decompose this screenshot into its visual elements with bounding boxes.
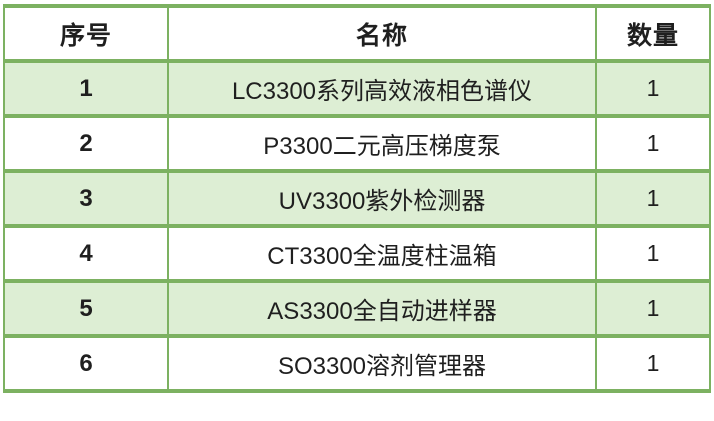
table-row: 6 SO3300溶剂管理器 1	[3, 334, 711, 393]
row-index: 6	[3, 334, 169, 393]
row-quantity: 1	[595, 279, 711, 338]
row-quantity: 1	[595, 169, 711, 228]
equipment-table: 序号 名称 数量 1 LC3300系列高效液相色谱仪 1 2 P3300二元高压…	[3, 4, 711, 393]
row-index: 5	[3, 279, 169, 338]
table-row: 1 LC3300系列高效液相色谱仪 1	[3, 59, 711, 118]
row-index: 3	[3, 169, 169, 228]
table-row: 2 P3300二元高压梯度泵 1	[3, 114, 711, 173]
row-quantity: 1	[595, 59, 711, 118]
table-row: 5 AS3300全自动进样器 1	[3, 279, 711, 338]
row-name: UV3300紫外检测器	[167, 169, 597, 228]
column-header-index: 序号	[3, 4, 169, 63]
row-name: AS3300全自动进样器	[167, 279, 597, 338]
row-index: 1	[3, 59, 169, 118]
row-index: 4	[3, 224, 169, 283]
header-row: 序号 名称 数量	[3, 4, 711, 63]
row-name: SO3300溶剂管理器	[167, 334, 597, 393]
row-index: 2	[3, 114, 169, 173]
column-header-name: 名称	[167, 4, 597, 63]
column-header-qty: 数量	[595, 4, 711, 63]
row-quantity: 1	[595, 224, 711, 283]
table-row: 3 UV3300紫外检测器 1	[3, 169, 711, 228]
table-row: 4 CT3300全温度柱温箱 1	[3, 224, 711, 283]
row-name: LC3300系列高效液相色谱仪	[167, 59, 597, 118]
row-quantity: 1	[595, 334, 711, 393]
row-quantity: 1	[595, 114, 711, 173]
row-name: CT3300全温度柱温箱	[167, 224, 597, 283]
row-name: P3300二元高压梯度泵	[167, 114, 597, 173]
